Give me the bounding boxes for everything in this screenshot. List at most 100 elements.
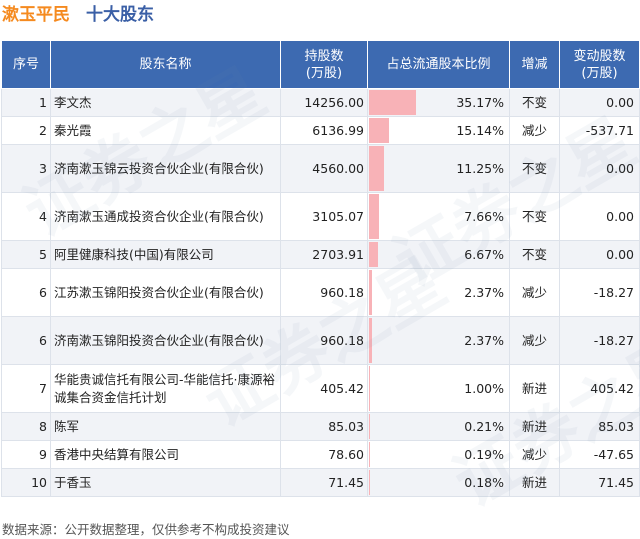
ratio-text: 11.25% (456, 160, 504, 176)
header-change: 增减 (509, 40, 560, 89)
ratio-text: 0.18% (464, 474, 504, 490)
change-cell: 减少 (509, 116, 560, 145)
page-title: 漱玉平民 十大股东 (2, 2, 154, 28)
ratio-text: 1.00% (464, 380, 504, 396)
ratio-cell: 0.19% (367, 440, 510, 469)
rank-cell: 2 (1, 116, 51, 145)
table-row: 10 于香玉 71.45 0.18% 新进 71.45 (1, 468, 640, 497)
ratio-cell: 2.37% (367, 316, 510, 365)
table-row: 3 济南漱玉锦云投资合伙企业(有限合伙) 4560.00 11.25% 不变 0.00 (1, 144, 640, 193)
section-name: 十大股东 (86, 5, 154, 25)
rank-cell: 5 (1, 240, 51, 269)
rank-cell: 8 (1, 412, 51, 441)
shares-cell: 405.42 (280, 364, 368, 413)
delta-cell: 71.45 (559, 468, 640, 497)
delta-cell: 0.00 (559, 192, 640, 241)
ratio-text: 0.21% (464, 418, 504, 434)
change-cell: 减少 (509, 268, 560, 317)
ratio-text: 2.37% (464, 332, 504, 348)
header-delta: 变动股数 (万股) (559, 40, 640, 89)
ratio-cell: 35.17% (367, 88, 510, 117)
holder-name-cell: 济南漱玉锦云投资合伙企业(有限合伙) (50, 144, 281, 193)
ratio-cell: 7.66% (367, 192, 510, 241)
holder-name-cell: 香港中央结算有限公司 (50, 440, 281, 469)
header-holder-name: 股东名称 (50, 40, 281, 89)
shares-cell: 3105.07 (280, 192, 368, 241)
change-cell: 新进 (509, 412, 560, 441)
holder-name-cell: 华能贵诚信托有限公司-华能信托·康源裕诚集合资金信托计划 (50, 364, 281, 413)
top-shareholders-table: 序号 股东名称 持股数 (万股) 占总流通股本比例 增减 变动股数 (万股) 1 李文… (1, 40, 640, 497)
rank-cell: 9 (1, 440, 51, 469)
rank-cell: 6 (1, 316, 51, 365)
rank-cell: 1 (1, 88, 51, 117)
holder-name-cell: 秦光霞 (50, 116, 281, 145)
ratio-text: 6.67% (464, 246, 504, 262)
delta-cell: 85.03 (559, 412, 640, 441)
delta-cell: 0.00 (559, 240, 640, 269)
header-shares-label: 持股数 (304, 48, 344, 64)
rank-cell: 10 (1, 468, 51, 497)
ratio-text: 15.14% (456, 122, 504, 138)
table-row: 8 陈军 85.03 0.21% 新进 85.03 (1, 412, 640, 441)
header-delta-label: 变动股数 (573, 48, 626, 64)
change-cell: 不变 (509, 240, 560, 269)
change-cell: 不变 (509, 88, 560, 117)
table-row: 2 秦光霞 6136.99 15.14% 减少 -537.71 (1, 116, 640, 145)
delta-cell: -47.65 (559, 440, 640, 469)
data-source-note: 数据来源：公开数据整理，仅供参考不构成投资建议 (2, 522, 290, 537)
shares-cell: 78.60 (280, 440, 368, 469)
rank-cell: 4 (1, 192, 51, 241)
ratio-text: 2.37% (464, 284, 504, 300)
delta-cell: -537.71 (559, 116, 640, 145)
header-delta-unit: (万股) (581, 65, 618, 81)
change-cell: 新进 (509, 468, 560, 497)
change-cell: 减少 (509, 316, 560, 365)
holder-name-cell: 济南漱玉锦阳投资合伙企业(有限合伙) (50, 316, 281, 365)
ratio-text: 0.19% (464, 446, 504, 462)
table-row: 6 济南漱玉锦阳投资合伙企业(有限合伙) 960.18 2.37% 减少 -18.27 (1, 316, 640, 365)
delta-cell: -18.27 (559, 316, 640, 365)
holder-name-cell: 李文杰 (50, 88, 281, 117)
ratio-bar (369, 118, 390, 143)
ratio-cell: 15.14% (367, 116, 510, 145)
shares-cell: 71.45 (280, 468, 368, 497)
table-row: 6 江苏漱玉锦阳投资合伙企业(有限合伙) 960.18 2.37% 减少 -18.27 (1, 268, 640, 317)
ratio-text: 35.17% (456, 94, 504, 110)
holder-name-cell: 江苏漱玉锦阳投资合伙企业(有限合伙) (50, 268, 281, 317)
holder-name-cell: 阿里健康科技(中国)有限公司 (50, 240, 281, 269)
shares-cell: 6136.99 (280, 116, 368, 145)
ratio-bar (369, 194, 380, 239)
rank-cell: 6 (1, 268, 51, 317)
shares-cell: 85.03 (280, 412, 368, 441)
ratio-cell: 11.25% (367, 144, 510, 193)
table-row: 5 阿里健康科技(中国)有限公司 2703.91 6.67% 不变 0.00 (1, 240, 640, 269)
ratio-cell: 0.18% (367, 468, 510, 497)
change-cell: 减少 (509, 440, 560, 469)
ratio-cell: 0.21% (367, 412, 510, 441)
shares-cell: 960.18 (280, 316, 368, 365)
ratio-bar (369, 242, 378, 267)
holder-name-cell: 济南漱玉通成投资合伙企业(有限合伙) (50, 192, 281, 241)
company-name: 漱玉平民 (2, 5, 70, 25)
shares-cell: 960.18 (280, 268, 368, 317)
ratio-cell: 1.00% (367, 364, 510, 413)
ratio-text: 7.66% (464, 208, 504, 224)
table-row: 1 李文杰 14256.00 35.17% 不变 0.00 (1, 88, 640, 117)
header-shares-unit: (万股) (305, 65, 343, 81)
holder-name-cell: 陈军 (50, 412, 281, 441)
ratio-bar (369, 146, 385, 191)
table-row: 9 香港中央结算有限公司 78.60 0.19% 减少 -47.65 (1, 440, 640, 469)
shares-cell: 14256.00 (280, 88, 368, 117)
rank-cell: 7 (1, 364, 51, 413)
delta-cell: 0.00 (559, 88, 640, 117)
header-rank: 序号 (1, 40, 51, 89)
rank-cell: 3 (1, 144, 51, 193)
change-cell: 新进 (509, 364, 560, 413)
delta-cell: 405.42 (559, 364, 640, 413)
change-cell: 不变 (509, 144, 560, 193)
ratio-bar (369, 366, 371, 411)
header-shares: 持股数 (万股) (280, 40, 368, 89)
change-cell: 不变 (509, 192, 560, 241)
ratio-bar (369, 90, 417, 115)
delta-cell: 0.00 (559, 144, 640, 193)
